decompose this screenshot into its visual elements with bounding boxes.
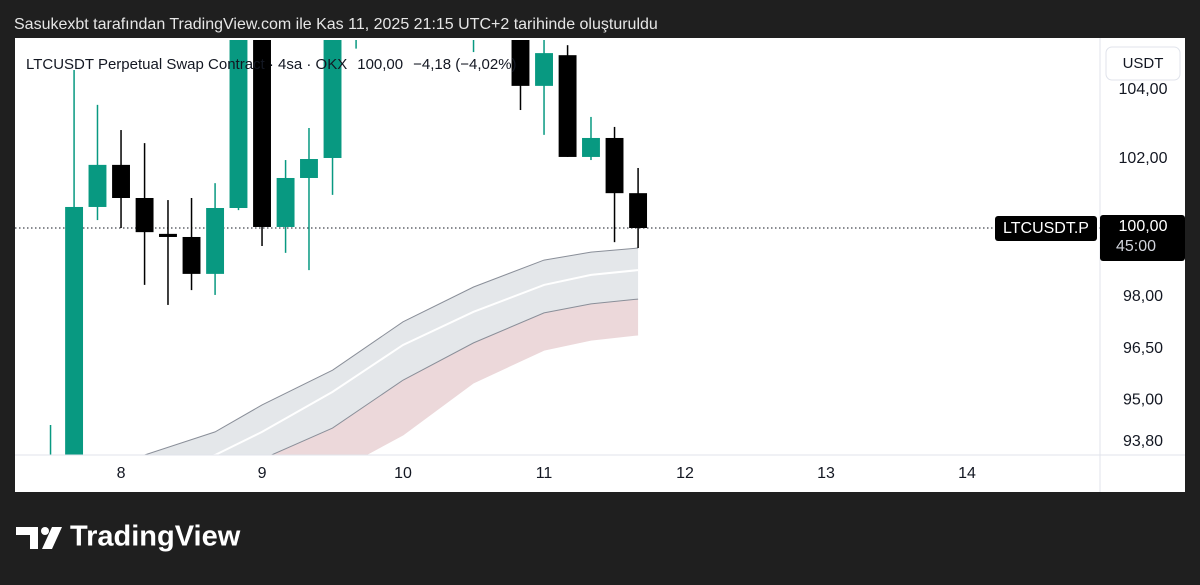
- candle-body: [88, 164, 107, 207]
- candle-body: [629, 193, 648, 229]
- price-tag-box: [1100, 215, 1185, 262]
- band-fill: [271, 299, 639, 455]
- x-tick-label: 12: [676, 465, 694, 482]
- symbol-tag: LTCUSDT.P: [1003, 220, 1089, 237]
- brand-logo: TradingView: [16, 521, 241, 553]
- logo-mark: [16, 527, 38, 549]
- axes: 104,00 102,00 98,00 96,50 95,00 93,80 8 9 10 11 12…: [117, 81, 1185, 482]
- y-tick-label: 104,00: [1119, 81, 1168, 98]
- y-tick-label: 96,50: [1123, 340, 1163, 357]
- plot-area: [15, 40, 1100, 455]
- x-tick-label: 14: [958, 465, 976, 482]
- x-tick-label: 8: [117, 465, 126, 482]
- y-tick-label: 98,00: [1123, 288, 1163, 305]
- y-tick-label: 93,80: [1123, 433, 1163, 450]
- logo-mark: [41, 527, 49, 535]
- band-line: [144, 247, 639, 455]
- candle-body: [65, 206, 84, 455]
- price-tag: 100,00: [1119, 218, 1168, 235]
- x-tick-label: 9: [258, 465, 267, 482]
- brand-name: TradingView: [70, 521, 241, 553]
- candle-body: [206, 208, 225, 274]
- band-line: [364, 334, 639, 455]
- caption: Sasukexbt tarafından TradingView.com ile…: [14, 16, 658, 33]
- candle-body: [558, 55, 577, 157]
- candle-body: [229, 40, 248, 209]
- band-line: [211, 269, 639, 455]
- candle-body: [535, 53, 553, 86]
- candle-body: [159, 233, 177, 237]
- countdown: 45:00: [1116, 238, 1156, 255]
- candle-body: [135, 197, 154, 233]
- candle-body: [605, 137, 624, 194]
- legend-price: 100,00: [357, 56, 403, 73]
- symbol-tag-box: [995, 216, 1097, 242]
- band-fill: [144, 248, 639, 455]
- legend-change: −4,18 (−4,02%): [413, 56, 516, 73]
- x-tick-label: 11: [536, 465, 553, 482]
- logo-mark: [42, 527, 62, 549]
- unit-label[interactable]: USDT: [1123, 55, 1164, 72]
- legend: LTCUSDT Perpetual Swap Contract · 4sa · …: [26, 56, 517, 73]
- band-line: [270, 298, 639, 455]
- unit-button[interactable]: [1105, 46, 1181, 81]
- candle-body: [300, 159, 318, 178]
- candle-body: [323, 40, 342, 158]
- legend-symbol: LTCUSDT Perpetual Swap Contract · 4sa · …: [26, 56, 347, 73]
- y-tick-label: 102,00: [1119, 150, 1168, 167]
- x-tick-label: 13: [817, 465, 835, 482]
- candle-body: [276, 177, 295, 227]
- y-tick-label: 95,00: [1123, 392, 1163, 409]
- candle-body: [112, 164, 130, 198]
- candle-body: [182, 236, 201, 274]
- candle-body: [582, 137, 600, 157]
- candle-body: [253, 40, 271, 227]
- x-tick-label: 10: [394, 465, 412, 482]
- candle-body: [511, 40, 530, 86]
